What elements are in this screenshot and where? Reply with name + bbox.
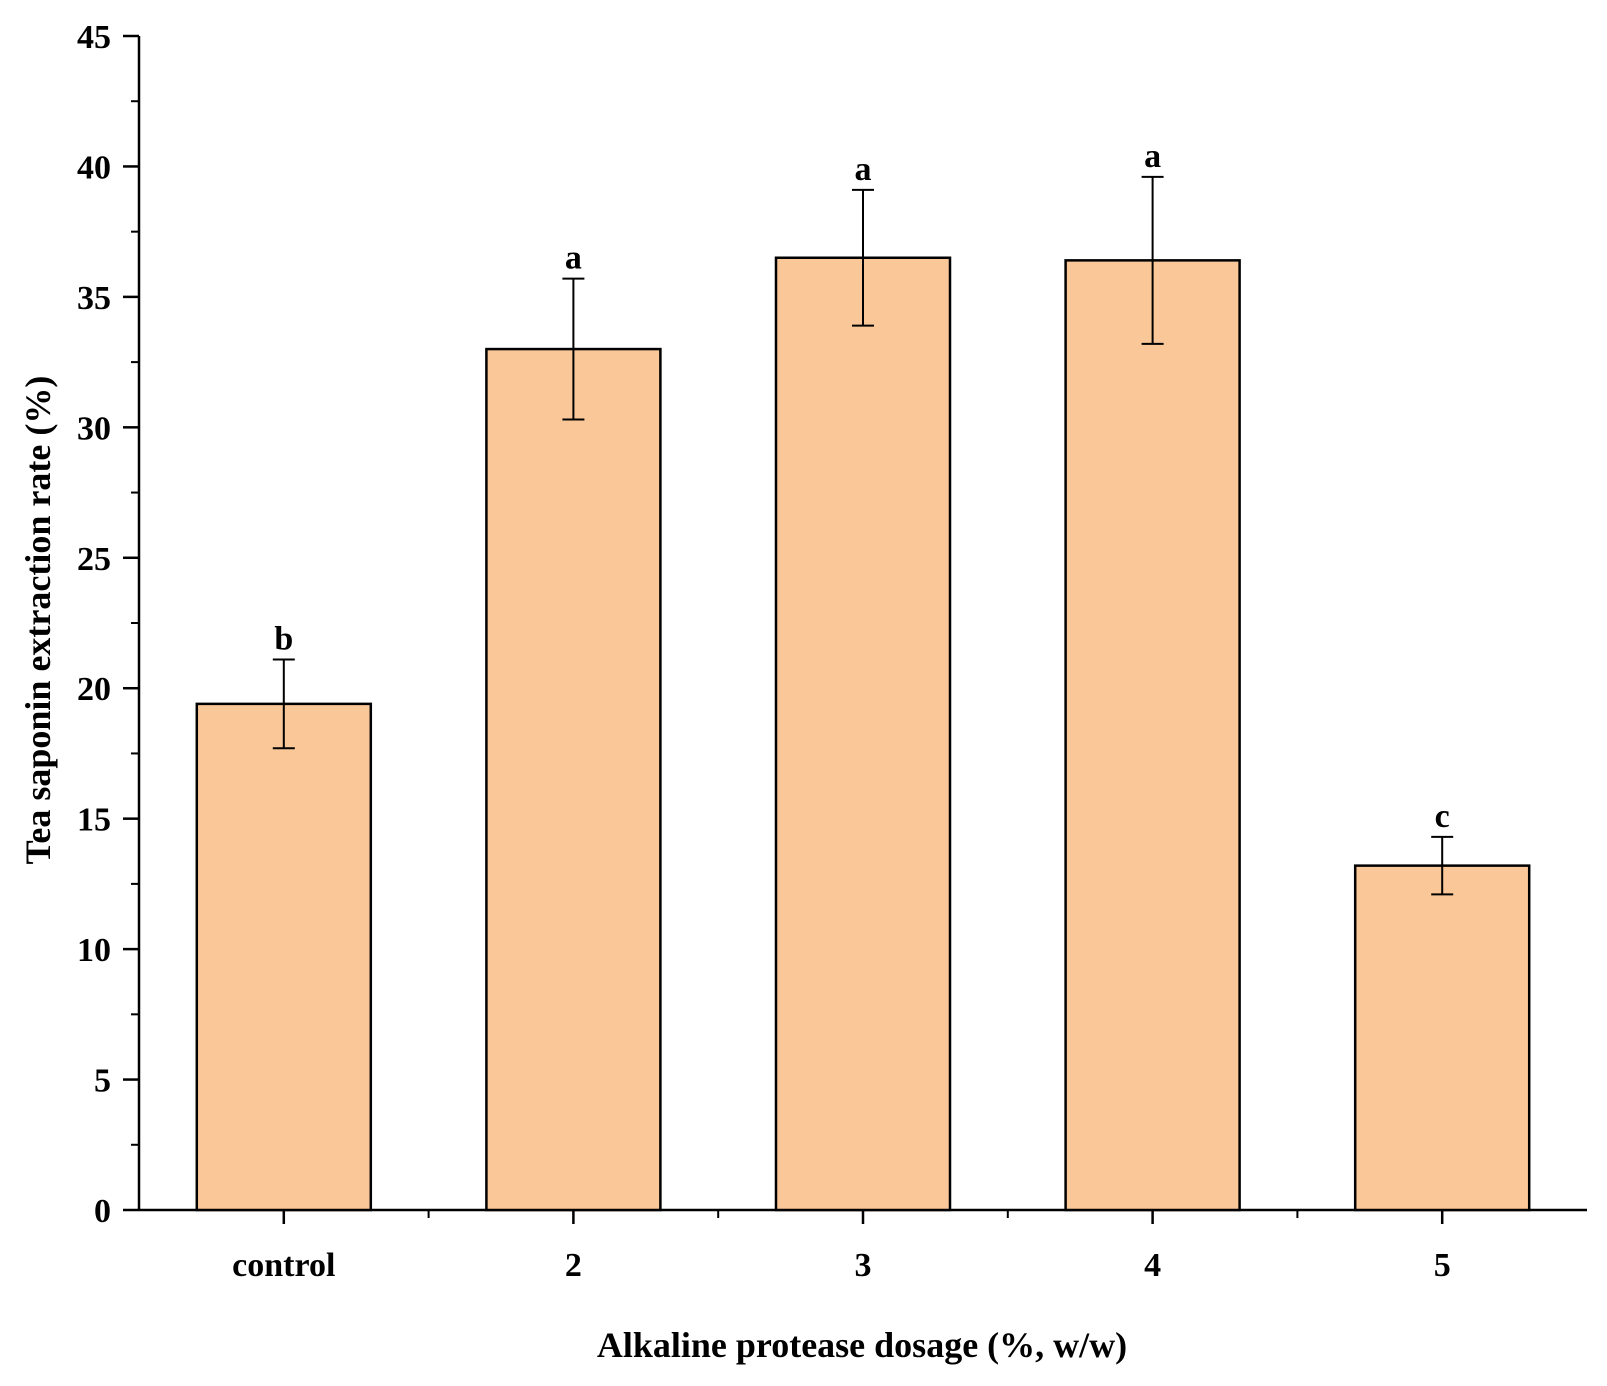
significance-letter: a xyxy=(565,240,582,277)
y-tick-label: 30 xyxy=(77,410,111,447)
x-tick-label: 4 xyxy=(1144,1247,1161,1284)
error-bars-group xyxy=(272,175,1454,896)
significance-letter: a xyxy=(1144,138,1161,175)
y-tick-label: 40 xyxy=(77,149,111,186)
significance-letter: b xyxy=(274,621,293,658)
y-axis-title: Tea saponin extraction rate (%) xyxy=(18,376,58,865)
bar-control xyxy=(195,702,373,1212)
bar-5 xyxy=(1353,864,1531,1212)
x-tick-label: 3 xyxy=(855,1247,872,1284)
significance-letter: c xyxy=(1435,798,1450,835)
y-tick-label: 15 xyxy=(77,802,111,839)
x-tick-label: control xyxy=(232,1247,335,1284)
labels-group: b a a a c xyxy=(274,138,1449,835)
x-axis-title: Alkaline protease dosage (%, w/w) xyxy=(597,1325,1127,1365)
y-tick-label: 10 xyxy=(77,932,111,969)
y-tick-label: 0 xyxy=(94,1193,111,1230)
y-tick-label: 25 xyxy=(77,541,111,578)
x-tick-label: 5 xyxy=(1434,1247,1451,1284)
bar-4 xyxy=(1064,259,1241,1212)
bar-3 xyxy=(774,256,952,1212)
bar-2 xyxy=(485,347,662,1212)
y-tick-label: 45 xyxy=(77,19,111,56)
y-tick-label: 35 xyxy=(77,280,111,317)
bars-group xyxy=(195,256,1531,1212)
x-tick-label: 2 xyxy=(565,1247,582,1284)
y-tick-label: 5 xyxy=(94,1063,111,1100)
y-tick-label: 20 xyxy=(77,671,111,708)
significance-letter: a xyxy=(855,151,872,188)
